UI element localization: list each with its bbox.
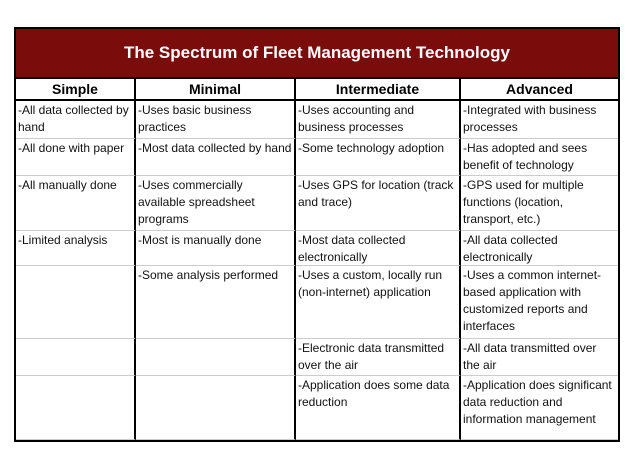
table-cell: -Uses commercially available spreadsheet… [136,176,296,231]
table-body: -All data collected by hand -Uses basic b… [16,101,618,440]
table-cell: -Integrated with business processes [461,101,618,139]
table-cell [16,376,136,440]
table-cell: -Uses accounting and business processes [296,101,461,139]
table-cell: -Has adopted and sees benefit of technol… [461,139,618,176]
table-cell [16,339,136,376]
table-cell: -Most is manually done [136,231,296,266]
table-cell: -Uses a common internet-based applicatio… [461,266,618,339]
table-cell: -All done with paper [16,139,136,176]
column-header: Intermediate [296,79,461,99]
header-row: Simple Minimal Intermediate Advanced [16,79,618,101]
table-cell: -GPS used for multiple functions (locati… [461,176,618,231]
table-cell: -Application does some data reduction [296,376,461,440]
table-cell: -Most data collected by hand [136,139,296,176]
table-cell: -Some technology adoption [296,139,461,176]
fleet-technology-table: The Spectrum of Fleet Management Technol… [14,27,620,442]
column-header: Minimal [136,79,296,99]
table-title: The Spectrum of Fleet Management Technol… [16,29,618,79]
table-cell: -Electronic data transmitted over the ai… [296,339,461,376]
table-cell: -All data collected by hand [16,101,136,139]
table-cell: -Limited analysis [16,231,136,266]
column-header: Advanced [506,81,573,97]
table-cell: -All data transmitted over the air [461,339,618,376]
table-cell: -Most data collected electronically [296,231,461,266]
table-cell [136,339,296,376]
table-cell: -All data collected electronically [461,231,618,266]
column-header: Simple [16,79,136,99]
table-cell [136,376,296,440]
table-cell: -Uses basic business practices [136,101,296,139]
table-cell: -Application does significant data reduc… [461,376,618,440]
table-cell: -Uses GPS for location (track and trace) [296,176,461,231]
table-cell: -Some analysis performed [136,266,296,339]
table-cell [16,266,136,339]
table-cell: -All manually done [16,176,136,231]
table-cell: -Uses a custom, locally run (non-interne… [296,266,461,339]
